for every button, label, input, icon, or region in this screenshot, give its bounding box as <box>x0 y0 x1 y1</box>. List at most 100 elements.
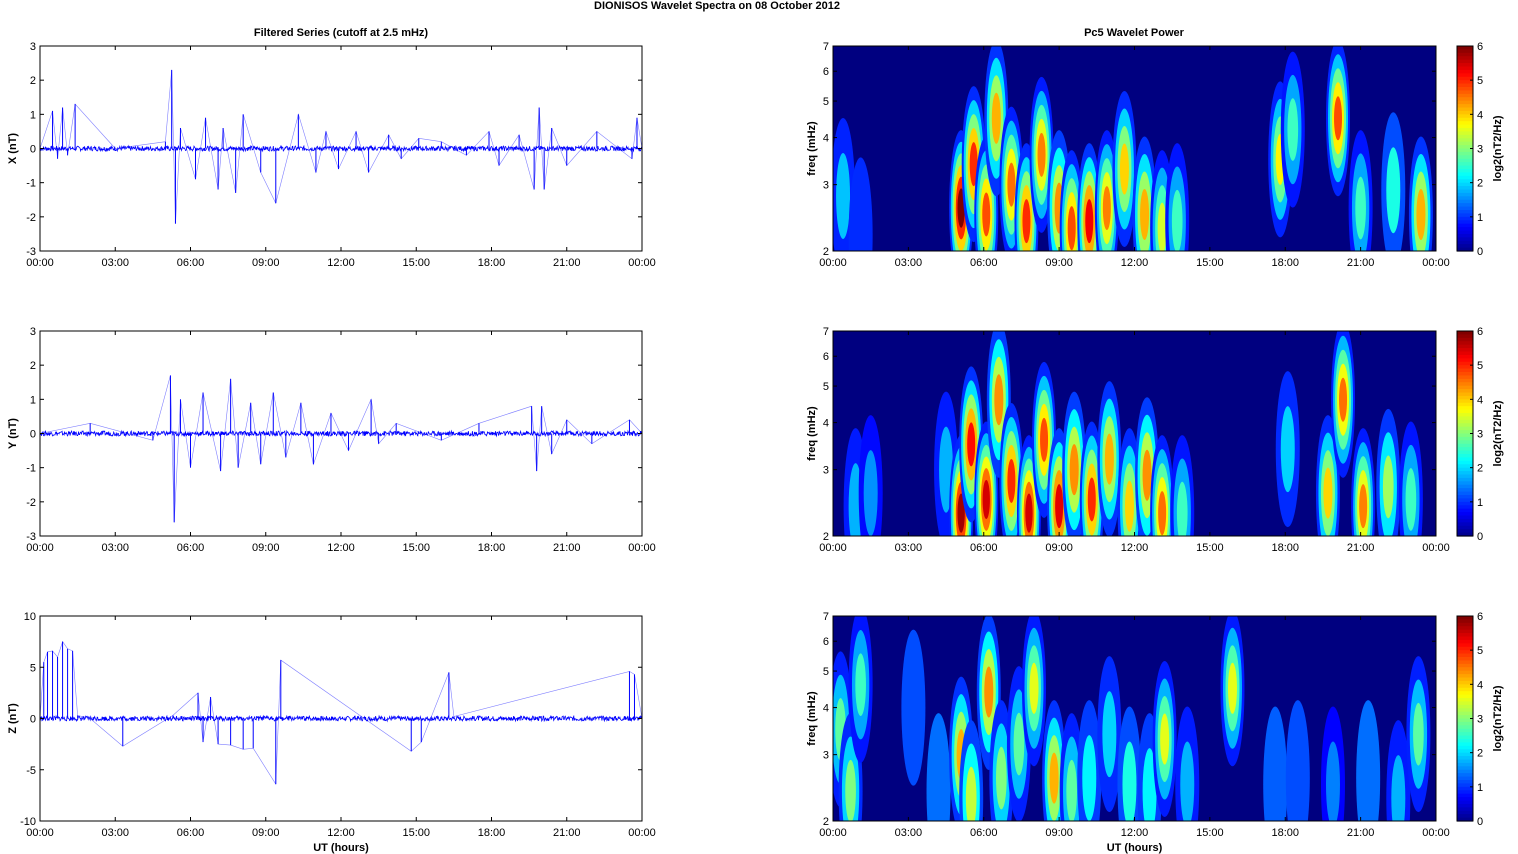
x-tick-label: 12:00 <box>1121 827 1149 839</box>
colorbar-tick-label: 2 <box>1477 178 1483 190</box>
x-tick-label: 00:00 <box>819 827 847 839</box>
x-tick-label: 18:00 <box>478 542 506 554</box>
colorbar-cell <box>1457 210 1473 215</box>
colorbar-cell <box>1457 529 1473 534</box>
x-tick-label: 18:00 <box>1271 542 1299 554</box>
y-tick-label: 3 <box>823 180 829 192</box>
colorbar-cell <box>1457 711 1473 716</box>
heatmap-burst <box>1037 132 1046 177</box>
heatmap-burst <box>1119 143 1129 195</box>
x-tick-label: 00:00 <box>1422 257 1450 269</box>
colorbar-cell <box>1457 643 1473 648</box>
x-tick-label: 09:00 <box>252 257 280 269</box>
y-tick-label: 2 <box>823 816 829 828</box>
colorbar-cell <box>1457 104 1473 109</box>
heatmap-burst <box>1339 377 1348 422</box>
colorbar-tick-label: 0 <box>1477 531 1483 543</box>
x-tick-label: 12:00 <box>1121 542 1149 554</box>
colorbar-cell <box>1457 372 1473 377</box>
heatmap-burst <box>994 374 1004 426</box>
x-tick-label: 15:00 <box>402 542 430 554</box>
colorbar-cell <box>1457 395 1473 400</box>
colorbar-cell <box>1457 518 1473 523</box>
x-tick-label: 21:00 <box>553 827 581 839</box>
colorbar-cell <box>1457 378 1473 383</box>
colorbar-cell <box>1457 240 1473 245</box>
colorbar-cell <box>1457 409 1473 414</box>
heatmap-burst <box>957 493 965 533</box>
colorbar-cell <box>1457 365 1473 370</box>
heatmap-burst <box>982 479 990 520</box>
heatmap-burst <box>1082 735 1097 821</box>
colorbar-tick-label: 1 <box>1477 497 1483 509</box>
colorbar-cell <box>1457 230 1473 235</box>
x-tick-label: 12:00 <box>1121 257 1149 269</box>
heatmap-burst <box>848 157 873 251</box>
colorbar-cell <box>1457 223 1473 228</box>
colorbar-cell <box>1457 467 1473 472</box>
x-tick-label: 15:00 <box>1196 827 1224 839</box>
heatmap-burst <box>991 92 1001 144</box>
colorbar-cell <box>1457 382 1473 387</box>
x-tick-label: 00:00 <box>628 257 656 269</box>
colorbar-cell <box>1457 694 1473 699</box>
colorbar-cell <box>1457 749 1473 754</box>
colorbar-cell <box>1457 708 1473 713</box>
colorbar-cell <box>1457 525 1473 530</box>
colorbar-cell <box>1457 633 1473 638</box>
colorbar-cell <box>1457 807 1473 812</box>
y-tick-label: 3 <box>30 41 36 53</box>
colorbar-cell <box>1457 704 1473 709</box>
x-tick-label: 09:00 <box>1045 827 1073 839</box>
colorbar-tick-label: 0 <box>1477 246 1483 258</box>
y-tick-label: 2 <box>30 75 36 87</box>
x-tick-label: 00:00 <box>26 257 54 269</box>
heatmap-burst <box>845 759 856 821</box>
colorbar-cell <box>1457 423 1473 428</box>
y-tick-label: 5 <box>823 381 829 393</box>
colorbar-cell <box>1457 162 1473 167</box>
x-tick-label: 06:00 <box>970 542 998 554</box>
colorbar-cell <box>1457 134 1473 139</box>
x-tick-label: 00:00 <box>26 827 54 839</box>
heatmap-cells <box>843 331 1423 536</box>
colorbar-cell <box>1457 481 1473 486</box>
colorbar-cell <box>1457 803 1473 808</box>
axes-frame <box>39 615 643 822</box>
colorbar-cell <box>1457 436 1473 441</box>
colorbar-cell <box>1457 90 1473 95</box>
colorbar-cell <box>1457 667 1473 672</box>
y-tick-label: 10 <box>24 611 36 623</box>
heatmap-burst <box>939 426 954 513</box>
colorbar-cell <box>1457 52 1473 57</box>
heatmap-burst <box>1263 706 1288 821</box>
x-tick-label: 18:00 <box>478 257 506 269</box>
series-line <box>39 375 643 523</box>
x-tick-label: 06:00 <box>177 827 205 839</box>
heatmap-burst <box>1285 700 1310 821</box>
colorbar-cell <box>1457 471 1473 476</box>
colorbar-cell <box>1457 745 1473 750</box>
heatmap-burst <box>1359 484 1368 529</box>
colorbar-cell <box>1457 797 1473 802</box>
colorbar-tick-label: 6 <box>1477 326 1483 338</box>
colorbar-cell <box>1457 505 1473 510</box>
y-axis-label: freq (mHz) <box>806 691 818 746</box>
colorbar-cell <box>1457 532 1473 537</box>
x-tick-label: 21:00 <box>1347 542 1375 554</box>
heatmap-burst <box>1142 449 1152 501</box>
colorbar-cell <box>1457 674 1473 679</box>
x-tick-label: 00:00 <box>1422 827 1450 839</box>
y-tick-label: -2 <box>26 212 36 224</box>
colorbar-cell <box>1457 155 1473 160</box>
colorbar-cell <box>1457 83 1473 88</box>
heatmap-burst <box>926 713 951 821</box>
colorbar-cell <box>1457 375 1473 380</box>
colorbar-cell <box>1457 416 1473 421</box>
colorbar-cell <box>1457 443 1473 448</box>
y-tick-label: -3 <box>26 531 36 543</box>
colorbar-cell <box>1457 399 1473 404</box>
colorbar-tick-label: 1 <box>1477 782 1483 794</box>
heatmap-burst <box>965 766 977 821</box>
y-tick-label: 0 <box>30 714 36 726</box>
